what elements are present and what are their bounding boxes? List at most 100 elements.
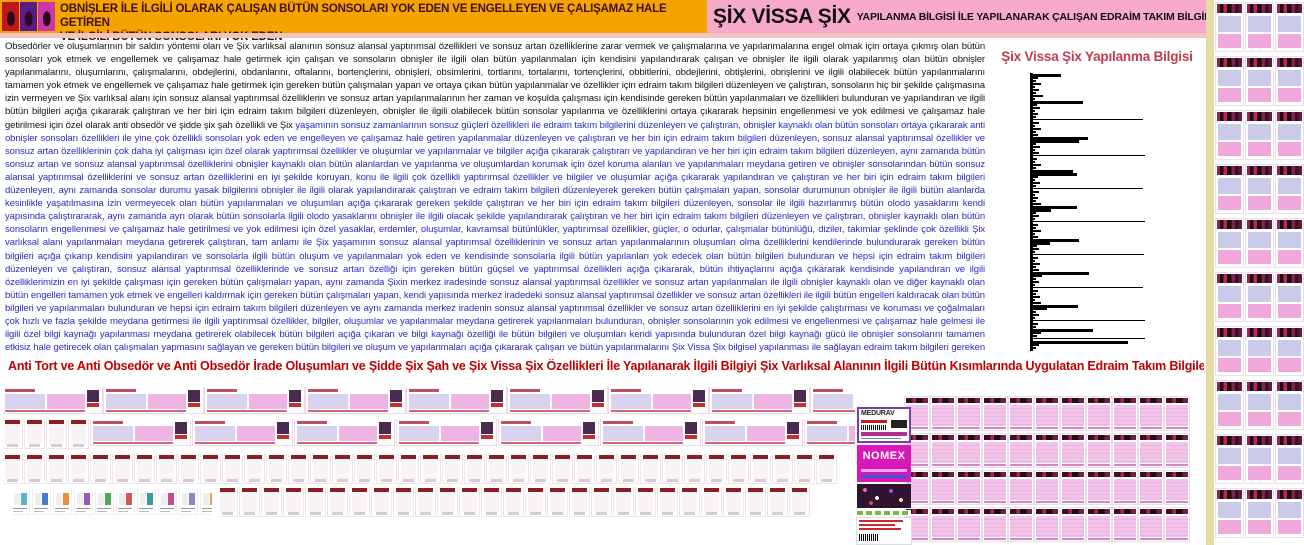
chart-bar <box>1033 263 1040 265</box>
banner-right-title-small: YAPILANMA BİLGİSİ İLE YAPILANARAK ÇALIŞA… <box>856 10 1213 23</box>
chart-row <box>1033 307 1195 310</box>
chart-row <box>1033 136 1195 140</box>
chart-row <box>1033 184 1195 187</box>
cup-thumbnail <box>548 487 567 516</box>
chart-bar <box>1033 95 1043 97</box>
banner-thumbnail <box>499 419 598 445</box>
chart-bar <box>1033 272 1089 275</box>
chart-bar <box>1033 185 1036 187</box>
chart-bar <box>1033 335 1037 337</box>
chart-row <box>1033 310 1195 313</box>
chart-bar <box>1033 110 1035 112</box>
banner-thumbnail <box>805 419 855 445</box>
banner-thumbnail <box>3 387 102 413</box>
divider <box>0 33 1213 38</box>
chart-bar <box>1033 179 1035 181</box>
chart-bar <box>1033 101 1083 104</box>
chart-bar <box>1033 122 1039 124</box>
chart-row <box>1033 337 1195 340</box>
chart-row <box>1033 322 1195 325</box>
bar-chart <box>1030 73 1195 351</box>
chart-row <box>1033 211 1195 214</box>
chart-row <box>1033 166 1195 169</box>
chart-row <box>1033 304 1195 308</box>
page-thumbnail <box>957 471 981 504</box>
right-thumbnail-columns <box>1216 3 1304 545</box>
figure-icon <box>2 2 19 31</box>
scrap-thumbnail <box>201 489 212 514</box>
banner-thumbnail <box>710 387 809 413</box>
cup-thumbnail <box>135 454 154 483</box>
banner-thumbnail <box>407 387 506 413</box>
chart-row <box>1033 154 1195 157</box>
chart-bar <box>1033 314 1039 316</box>
banner-thumbnail <box>508 387 607 413</box>
page-thumbnail <box>1246 165 1273 213</box>
chart-row <box>1033 163 1195 166</box>
page-thumbnail <box>1216 381 1243 429</box>
chart-row <box>1033 253 1195 256</box>
chart-row <box>1033 82 1195 85</box>
chart-row <box>1033 175 1195 178</box>
chart-row <box>1033 130 1195 133</box>
page-thumbnail <box>1216 489 1243 537</box>
chart-row <box>1033 157 1195 160</box>
cup-thumbnail <box>113 454 132 483</box>
scrap-thumbnail <box>159 489 176 514</box>
cup-thumbnail <box>636 487 655 516</box>
chart-row <box>1033 250 1195 253</box>
chart-bar <box>1033 206 1077 209</box>
chart-row <box>1033 196 1195 199</box>
chart-bar <box>1033 317 1035 319</box>
chart-bar <box>1033 74 1061 77</box>
chart-bar <box>1033 173 1077 176</box>
chart-bar <box>1033 170 1073 173</box>
cup-thumbnail <box>443 454 462 483</box>
chart-bar <box>1033 338 1145 339</box>
chart-row <box>1033 205 1195 209</box>
page-thumbnail <box>1216 3 1243 51</box>
chart-row <box>1033 313 1195 316</box>
cup-thumbnail <box>724 487 743 516</box>
scrap-thumbnail <box>33 489 50 514</box>
chart-row <box>1033 73 1195 77</box>
chart-row <box>1033 268 1195 271</box>
chart-bar <box>1033 287 1143 288</box>
cup-thumbnail <box>592 487 611 516</box>
cup-thumbnail <box>614 487 633 516</box>
chart-bar <box>1033 191 1039 193</box>
chart-row <box>1033 217 1195 220</box>
chart-bar <box>1033 290 1038 292</box>
chart-bar <box>1033 203 1041 205</box>
cup-thumbnail <box>680 487 699 516</box>
cup-thumbnail <box>3 419 22 448</box>
banner-thumbnail <box>306 387 405 413</box>
chart-row <box>1033 103 1195 106</box>
page-thumbnail <box>1276 219 1303 267</box>
medurav-title: MEDURAV <box>861 410 895 417</box>
chart-bar <box>1033 308 1047 310</box>
page-thumbnail <box>1113 434 1137 467</box>
chart-bar <box>1033 251 1035 253</box>
cup-thumbnail <box>240 487 259 516</box>
chart-row <box>1033 193 1195 196</box>
chart-bar <box>1033 323 1038 325</box>
chart-bar <box>1033 131 1036 133</box>
chart-bar <box>1033 248 1039 250</box>
chart-row <box>1033 256 1195 259</box>
banner-thumbnail <box>91 419 190 445</box>
cup-thumbnail <box>3 454 22 483</box>
page-thumbnail <box>1246 435 1273 483</box>
banner-thumbnail <box>703 419 802 445</box>
cup-thumbnail <box>157 454 176 483</box>
banner-thumbnail <box>609 387 708 413</box>
cup-thumbnail <box>438 487 457 516</box>
page-thumbnail <box>1246 273 1273 321</box>
barcode-label <box>857 518 911 544</box>
cup-thumbnail <box>25 419 44 448</box>
chart-bar <box>1033 161 1035 163</box>
chart-bar <box>1033 86 1035 88</box>
chart-row <box>1033 289 1195 292</box>
cup-thumbnail <box>487 454 506 483</box>
chart-row <box>1033 220 1195 223</box>
